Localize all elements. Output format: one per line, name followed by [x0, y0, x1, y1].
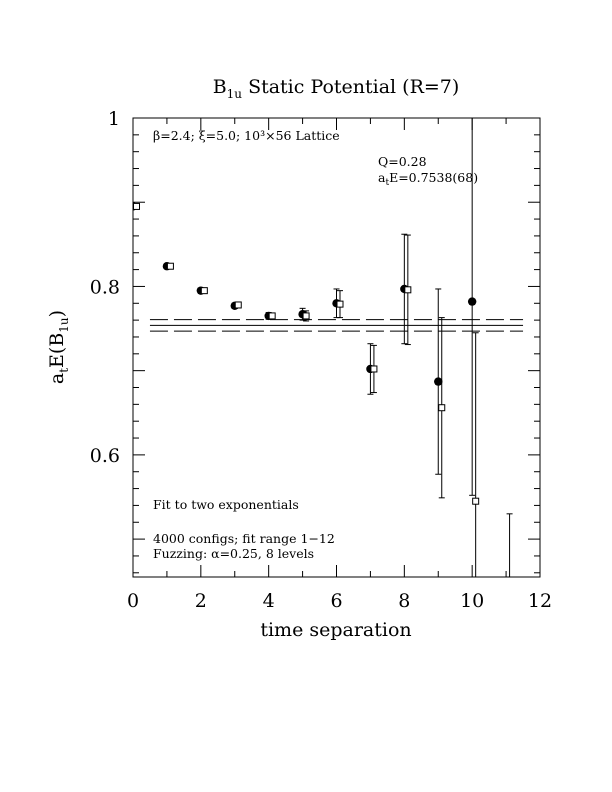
data-point-square — [268, 312, 276, 320]
y-axis-label: atE(B1u) — [46, 310, 71, 384]
fuzzing-annotation: Fuzzing: α=0.25, 8 levels — [153, 546, 314, 561]
chart-title-rest: Static Potential (R=7) — [242, 76, 459, 98]
configs-annotation: 4000 configs; fit range 1−12 — [153, 531, 335, 546]
chart-title-main: B — [213, 76, 227, 98]
energy-fit-annotation: atE=0.7538(68) — [378, 170, 478, 188]
y-axis-label-sub: 1u — [57, 317, 71, 333]
data-points — [133, 118, 547, 635]
x-tick-label: 12 — [528, 590, 552, 612]
y-tick-label: 0.8 — [90, 276, 120, 298]
x-tick-label: 6 — [330, 590, 342, 612]
x-tick-label: 10 — [460, 590, 484, 612]
chart-title-subscript: 1u — [227, 87, 243, 101]
data-point-square — [404, 286, 412, 294]
x-axis-label: time separation — [260, 619, 411, 641]
data-point-circle — [467, 297, 477, 306]
data-point-square — [438, 404, 446, 412]
y-axis-label-t: t — [57, 368, 71, 373]
data-point-square — [507, 629, 513, 635]
y-axis-label-a: a — [46, 373, 68, 384]
lattice-annotation: β=2.4; ξ=5.0; 10³×56 Lattice — [153, 128, 340, 143]
energy-fit-rest: E=0.7538(68) — [389, 170, 478, 185]
data-point-square — [200, 287, 208, 295]
energy-fit-t: t — [385, 178, 389, 188]
energy-fit-a: a — [378, 170, 386, 185]
data-point-square — [302, 312, 310, 320]
y-tick-label: 1 — [108, 108, 120, 130]
data-point-circle — [434, 377, 443, 386]
chart-title: B1u Static Potential (R=7) — [213, 76, 460, 101]
data-point-square — [166, 262, 174, 270]
y-tick-label: 0.6 — [90, 445, 120, 467]
fit-band — [149, 319, 524, 332]
x-tick-label: 4 — [263, 590, 275, 612]
data-point-square — [133, 202, 140, 210]
data-point-square — [541, 382, 547, 388]
data-point-square — [472, 497, 480, 505]
fit-type-annotation: Fit to two exponentials — [153, 497, 299, 512]
y-axis-label-e: E(B — [46, 333, 68, 368]
x-tick-label: 2 — [195, 590, 207, 612]
data-point-square — [234, 301, 242, 309]
x-tick-label: 0 — [127, 590, 139, 612]
data-point-square — [336, 300, 344, 308]
q-value-annotation: Q=0.28 — [378, 154, 427, 169]
x-tick-label: 8 — [398, 590, 410, 612]
data-point-square — [370, 365, 378, 373]
y-axis-label-close: ) — [46, 310, 68, 317]
axis-tick-labels: 0 2 4 6 8 10 12 0.6 0.8 1 — [90, 108, 552, 612]
